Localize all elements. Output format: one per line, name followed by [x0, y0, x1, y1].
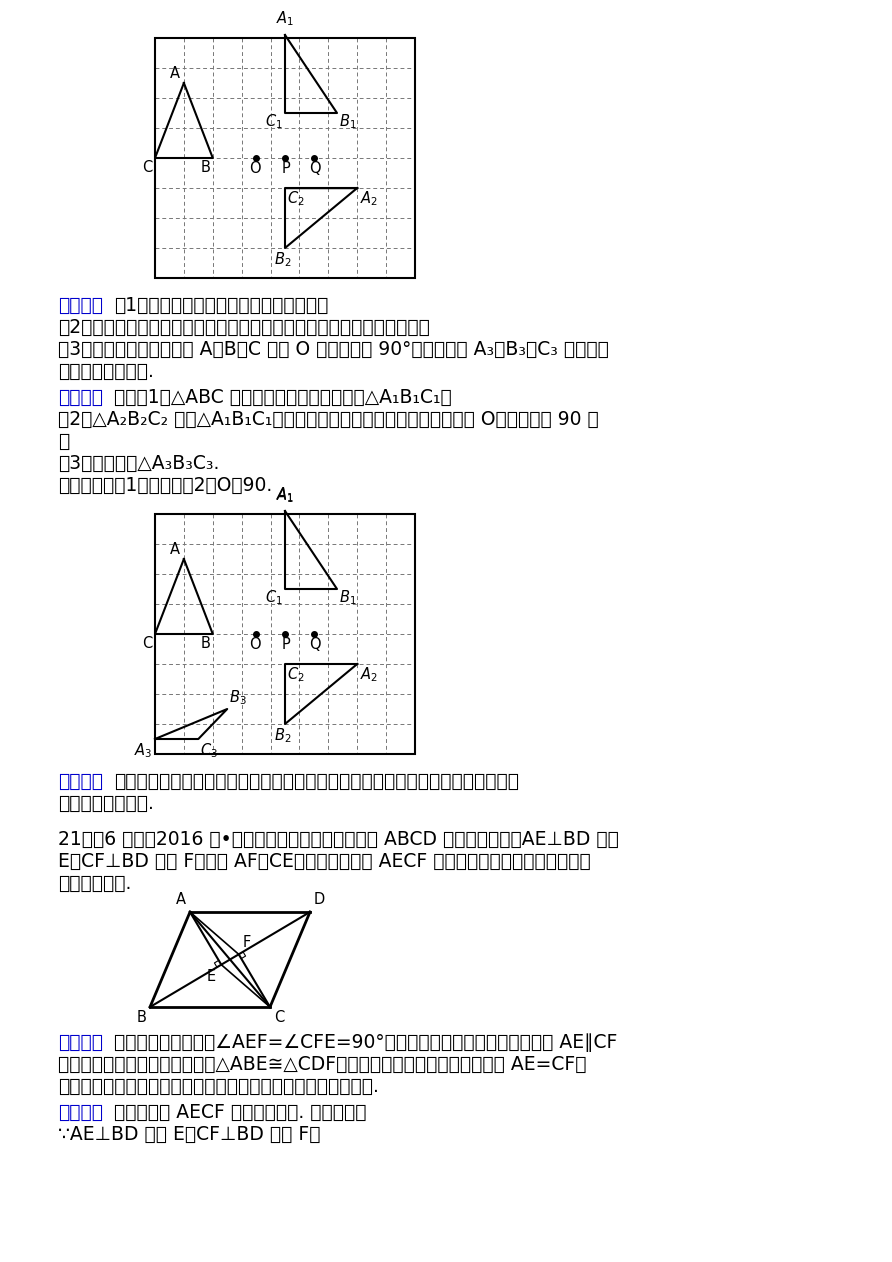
- Text: ∵AE⊥BD 于点 E，CF⊥BD 于点 F，: ∵AE⊥BD 于点 E，CF⊥BD 于点 F，: [58, 1124, 320, 1143]
- Text: $B_1$: $B_1$: [339, 112, 357, 131]
- Text: 故答案为：（1）平移；（2）O，90.: 故答案为：（1）平移；（2）O，90.: [58, 476, 272, 495]
- Text: 解：四边形 AECF 是平行四边形. 理由如下：: 解：四边形 AECF 是平行四边形. 理由如下：: [114, 1103, 367, 1122]
- Text: 性质是解题的关键.: 性质是解题的关键.: [58, 794, 154, 813]
- Text: $C_2$: $C_2$: [287, 189, 304, 208]
- Text: C: C: [274, 1010, 285, 1025]
- Text: B: B: [136, 1010, 146, 1025]
- Text: E: E: [206, 969, 215, 983]
- Text: A: A: [176, 892, 186, 907]
- Text: 【解答】: 【解答】: [58, 387, 103, 408]
- Text: $A_1$: $A_1$: [276, 486, 294, 504]
- Text: 【解答】: 【解答】: [58, 1103, 103, 1122]
- Text: （2）△A₂B₂C₂ 可由△A₁B₁C₁经过一次旋转变换得到的，其旋转中心是 O，旋转角是 90 度: （2）△A₂B₂C₂ 可由△A₁B₁C₁经过一次旋转变换得到的，其旋转中心是 O…: [58, 410, 599, 429]
- Text: $A_2$: $A_2$: [360, 189, 378, 208]
- Bar: [155, 514, 415, 753]
- Text: B: B: [201, 160, 211, 175]
- Text: A: A: [169, 541, 180, 557]
- Text: ，再根据平行四边形的性质证明△ABE≅△CDF，根据全等三角形对应边相等可得 AE=CF，: ，再根据平行四边形的性质证明△ABE≅△CDF，根据全等三角形对应边相等可得 A…: [58, 1055, 587, 1074]
- Text: 【点评】: 【点评】: [58, 772, 103, 791]
- Text: 【分析】: 【分析】: [58, 1034, 103, 1053]
- Text: $B_1$: $B_1$: [339, 588, 357, 607]
- Text: C: C: [142, 160, 152, 175]
- Text: $B_2$: $B_2$: [274, 726, 292, 745]
- Text: 根据垂直的定义得出∠AEF=∠CFE=90°，利用内错角相等两直线平行可得 AE∥CF: 根据垂直的定义得出∠AEF=∠CFE=90°，利用内错角相等两直线平行可得 AE…: [114, 1034, 617, 1053]
- Text: P: P: [282, 637, 291, 652]
- Text: 本题考查了利用旋转变换作图，平移变换的性质，以及旋转变换的性质熟练掌握各: 本题考查了利用旋转变换作图，平移变换的性质，以及旋转变换的性质熟练掌握各: [114, 772, 519, 791]
- Text: Q: Q: [309, 162, 321, 175]
- Text: E，CF⊥BD 于点 F，连接 AF、CE，试判断四边形 AECF 是什么样的四边形？写出你的结: E，CF⊥BD 于点 F，连接 AF、CE，试判断四边形 AECF 是什么样的四…: [58, 852, 591, 871]
- Text: ；: ；: [58, 432, 70, 451]
- Text: 然后根据有一组对边平行且相等的四边形是平行四边形即可证明.: 然后根据有一组对边平行且相等的四边形是平行四边形即可证明.: [58, 1076, 379, 1095]
- Text: 解：（1）△ABC 经过一种平移变换可以得到△A₁B₁C₁；: 解：（1）△ABC 经过一种平移变换可以得到△A₁B₁C₁；: [114, 387, 451, 408]
- Bar: [155, 38, 415, 278]
- Text: （2）根据旋转的性质，对应点的连线的垂直平分线的交点即为旋转中心；: （2）根据旋转的性质，对应点的连线的垂直平分线的交点即为旋转中心；: [58, 318, 430, 337]
- Text: B: B: [201, 636, 211, 651]
- Text: $B_3$: $B_3$: [229, 688, 247, 707]
- Text: $A_2$: $A_2$: [360, 665, 378, 684]
- Text: F: F: [243, 935, 251, 950]
- Text: $A_3$: $A_3$: [134, 741, 152, 760]
- Text: $B_2$: $B_2$: [274, 250, 292, 269]
- Text: 【分析】: 【分析】: [58, 297, 103, 316]
- Text: $C_2$: $C_2$: [287, 665, 304, 684]
- Text: P: P: [282, 162, 291, 175]
- Text: C: C: [142, 636, 152, 651]
- Text: $A_1$: $A_1$: [276, 486, 294, 505]
- Text: Q: Q: [309, 637, 321, 652]
- Text: A: A: [169, 66, 180, 81]
- Text: （3）根据网格结构找出点 A、B、C 绕点 O 逆时针旋转 90°后的对应点 A₃、B₃、C₃ 的位置，: （3）根据网格结构找出点 A、B、C 绕点 O 逆时针旋转 90°后的对应点 A…: [58, 339, 609, 358]
- Text: O: O: [249, 637, 261, 652]
- Text: O: O: [249, 162, 261, 175]
- Text: 然后顺次连接即可.: 然后顺次连接即可.: [58, 362, 154, 381]
- Text: $C_1$: $C_1$: [265, 588, 283, 607]
- Text: （1）根据图形结合平移变换的性质解答；: （1）根据图形结合平移变换的性质解答；: [114, 297, 328, 316]
- Text: （3）如图所示△A₃B₃C₃.: （3）如图所示△A₃B₃C₃.: [58, 454, 219, 473]
- Text: 21．（6 分）（2016 春•雅安期末）如图，已知四边形 ABCD 是平行四边形，AE⊥BD 于点: 21．（6 分）（2016 春•雅安期末）如图，已知四边形 ABCD 是平行四边…: [58, 830, 619, 849]
- Text: $C_1$: $C_1$: [265, 112, 283, 131]
- Text: 论并予以证明.: 论并予以证明.: [58, 875, 131, 893]
- Text: $C_3$: $C_3$: [201, 741, 219, 760]
- Text: $A_1$: $A_1$: [276, 9, 294, 28]
- Text: D: D: [314, 892, 326, 907]
